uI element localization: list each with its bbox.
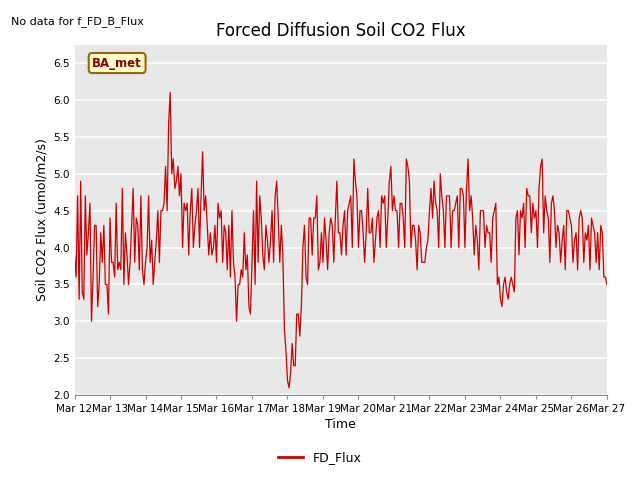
- Text: No data for f_FD_B_Flux: No data for f_FD_B_Flux: [11, 16, 143, 27]
- X-axis label: Time: Time: [325, 419, 356, 432]
- Title: Forced Diffusion Soil CO2 Flux: Forced Diffusion Soil CO2 Flux: [216, 22, 465, 40]
- Text: BA_met: BA_met: [92, 57, 142, 70]
- Y-axis label: Soil CO2 Flux (umol/m2/s): Soil CO2 Flux (umol/m2/s): [36, 138, 49, 301]
- Legend: FD_Flux: FD_Flux: [273, 446, 367, 469]
